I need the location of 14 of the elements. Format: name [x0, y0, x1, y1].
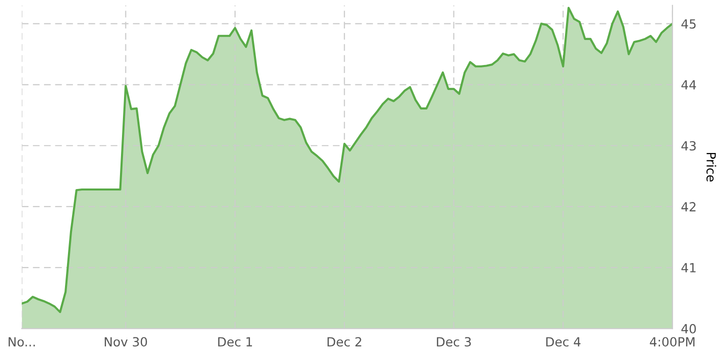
- y-tick-label: 41: [681, 263, 696, 272]
- y-tick-label: 44: [681, 80, 696, 90]
- y-tick-label: 40: [681, 324, 696, 334]
- x-tick-label: Dec 1: [218, 337, 252, 347]
- x-tick-label: 4:00PM: [650, 337, 694, 347]
- x-tick-label: Nov 30: [104, 337, 148, 347]
- y-tick-label: 42: [681, 202, 696, 212]
- y-tick-label: 45: [681, 19, 696, 29]
- x-tick-label: Dec 4: [546, 337, 580, 347]
- x-tick-label: Dec 3: [436, 337, 471, 347]
- y-axis-title: Price: [706, 152, 716, 182]
- x-tick-label: No...: [8, 337, 35, 347]
- x-tick-label: Dec 2: [328, 337, 362, 347]
- y-tick-label: 43: [681, 141, 696, 151]
